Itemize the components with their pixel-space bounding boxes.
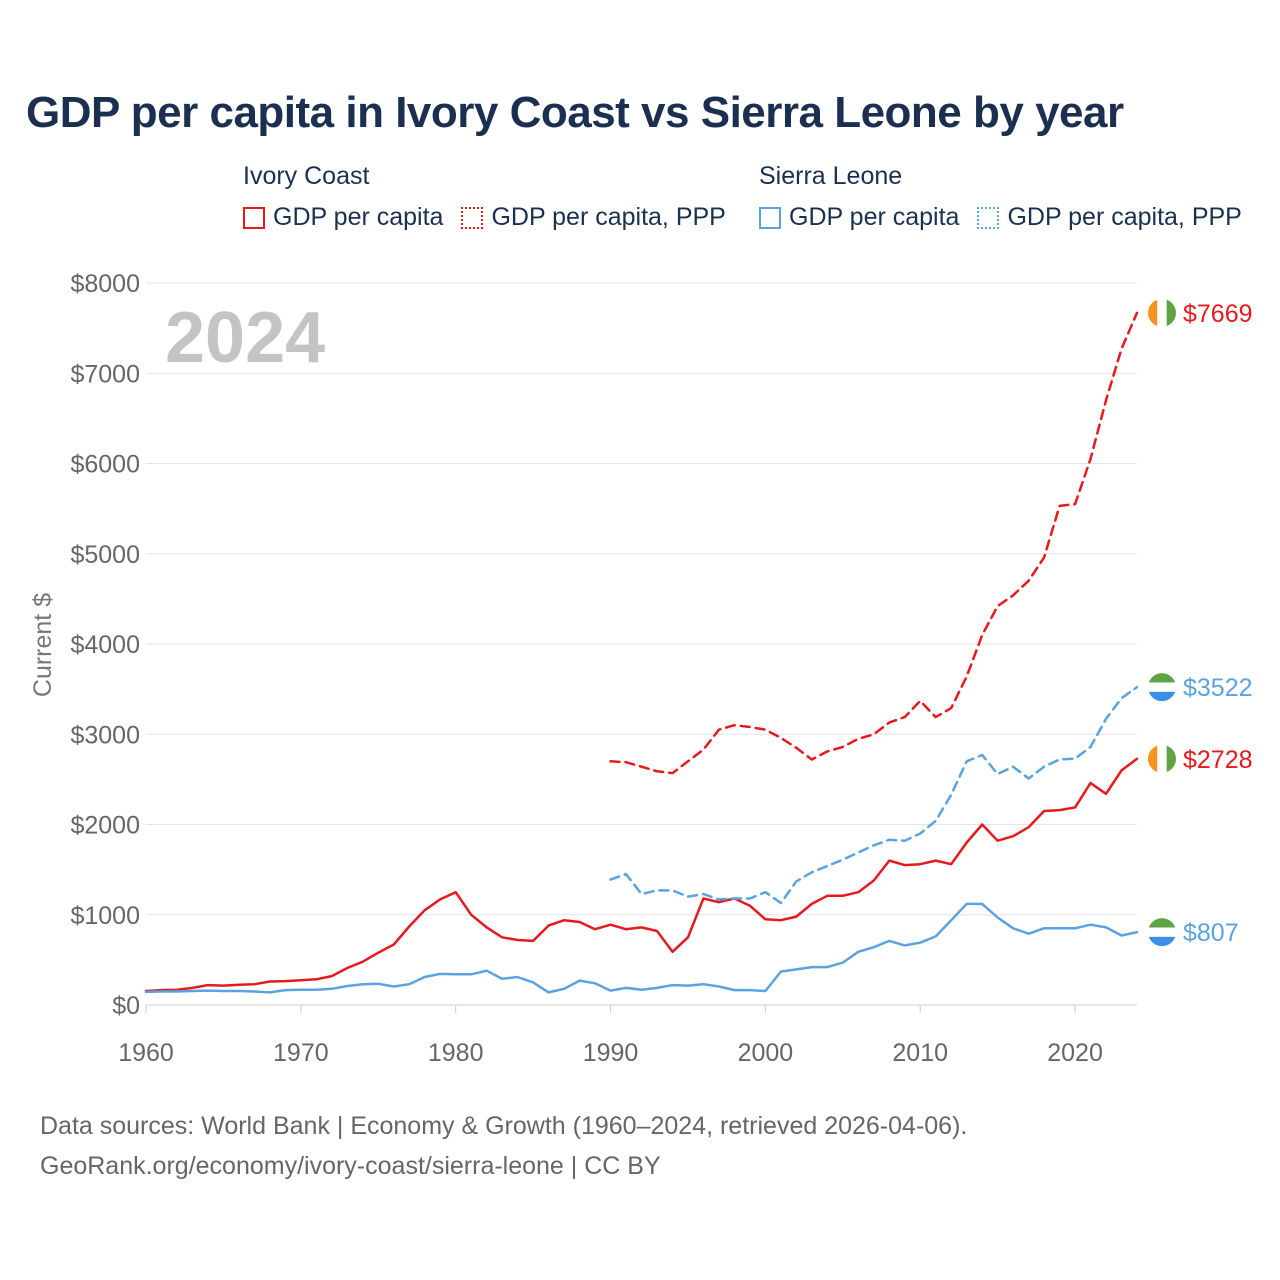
series-line	[609, 685, 1139, 905]
x-axis: 1960 1970 1980 1990 2000 2010 2020	[118, 1004, 1137, 1067]
legend-group-name: Ivory Coast	[243, 162, 370, 190]
legend-group-ivory-coast: Ivory Coast GDP per capita GDP per capit…	[243, 162, 726, 232]
series-lines	[144, 311, 1139, 994]
x-tick-label: 2010	[892, 1039, 948, 1067]
y-tick-label: $1000	[70, 902, 140, 930]
y-axis: $0 $1000 $2000 $3000 $4000 $5000 $6000 $7000 $80…	[70, 270, 140, 1020]
year-watermark: 2024	[165, 298, 325, 378]
series-line	[609, 311, 1139, 775]
legend-group-name: Sierra Leone	[759, 162, 903, 190]
legend-item-ivory-gdp-ppp[interactable]: GDP per capita, PPP	[461, 203, 726, 232]
legend-swatch-dotted	[977, 206, 1000, 229]
y-tick-label: $6000	[70, 451, 140, 479]
y-tick-label: $2000	[70, 812, 140, 840]
legend-swatch-solid	[759, 206, 781, 229]
legend-swatch-solid	[243, 206, 265, 229]
legend-item-sierra-gdp-ppp[interactable]: GDP per capita, PPP	[977, 203, 1242, 232]
end-labels: $7669 $3522 $2728 $807	[1148, 298, 1253, 947]
legend-item-sierra-gdp[interactable]: GDP per capita	[759, 203, 959, 232]
x-tick-label: 2020	[1047, 1039, 1103, 1067]
x-tick-label: 1960	[118, 1039, 174, 1067]
x-tick-label: 1980	[428, 1039, 484, 1067]
end-value-label: $2728	[1183, 746, 1253, 774]
legend-swatch-dotted	[461, 206, 484, 229]
legend-group-sierra-leone: Sierra Leone GDP per capita GDP per capi…	[759, 162, 1242, 232]
chart-title: GDP per capita in Ivory Coast vs Sierra …	[26, 88, 1124, 137]
ivory-coast-flag-icon	[1148, 298, 1176, 327]
footer: Data sources: World Bank | Economy & Gro…	[40, 1106, 967, 1186]
ivory-coast-flag-icon	[1148, 744, 1176, 773]
y-tick-label: $3000	[70, 721, 140, 749]
y-tick-label: $8000	[70, 270, 140, 298]
legend-item-label: GDP per capita	[273, 203, 444, 231]
y-tick-label: $0	[112, 992, 140, 1020]
series-line	[144, 902, 1139, 994]
legend-item-label: GDP per capita, PPP	[1007, 203, 1242, 231]
y-tick-label: $5000	[70, 541, 140, 569]
x-tick-label: 1990	[583, 1039, 639, 1067]
footer-sources: Data sources: World Bank | Economy & Gro…	[40, 1112, 968, 1140]
x-tick-label: 1970	[273, 1039, 329, 1067]
y-tick-label: $7000	[70, 360, 140, 388]
sierra-leone-flag-icon	[1148, 918, 1176, 947]
legend-item-ivory-gdp[interactable]: GDP per capita	[243, 203, 443, 232]
legend-item-label: GDP per capita	[789, 203, 960, 231]
y-axis-label: Current $	[29, 593, 57, 697]
footer-attribution: GeoRank.org/economy/ivory-coast/sierra-l…	[40, 1152, 661, 1180]
series-line	[144, 757, 1139, 993]
x-tick-label: 2000	[738, 1039, 794, 1067]
y-tick-label: $4000	[70, 631, 140, 659]
legend-item-label: GDP per capita, PPP	[491, 203, 726, 231]
end-value-label: $7669	[1183, 300, 1253, 328]
grid-lines	[146, 282, 1137, 1006]
end-value-label: $807	[1183, 919, 1239, 947]
sierra-leone-flag-icon	[1148, 673, 1176, 702]
end-value-label: $3522	[1183, 674, 1253, 702]
